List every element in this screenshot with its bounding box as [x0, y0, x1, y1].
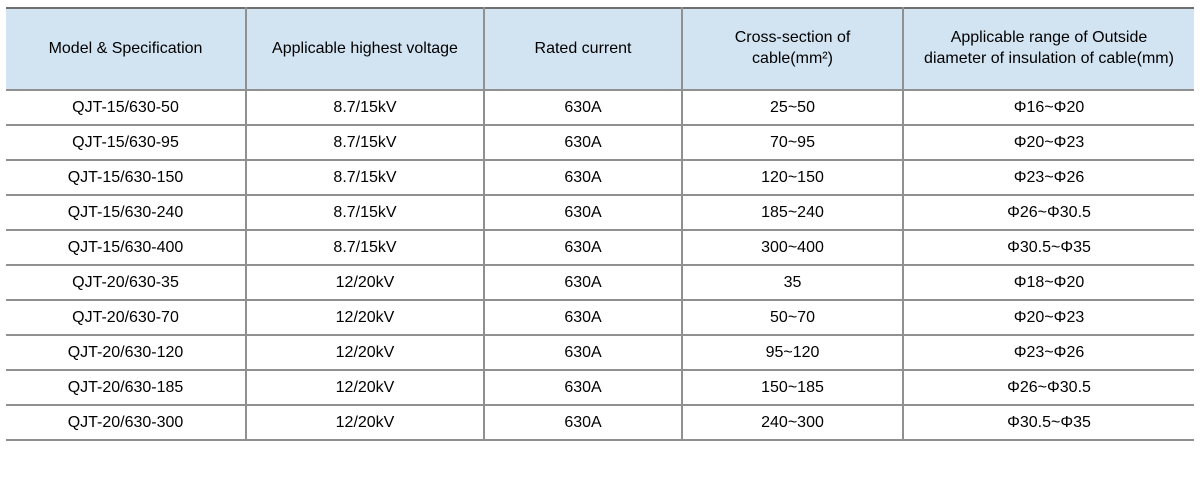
table-cell: 12/20kV [245, 335, 484, 371]
table-cell: Φ30.5~Φ35 [902, 230, 1194, 266]
table-cell: QJT-15/630-240 [6, 195, 246, 231]
table-cell: Φ16~Φ20 [902, 90, 1194, 126]
table-cell: 630A [483, 230, 682, 266]
column-header-cross-section: Cross-section of cable(mm²) [681, 8, 903, 91]
table-row: QJT-15/630-400 8.7/15kV 630A 300~400 Φ30.5~Φ… [6, 230, 1194, 266]
table-row: QJT-20/630-35 12/20kV 630A 35 Φ18~Φ20 [6, 265, 1194, 301]
table-cell: 95~120 [681, 335, 903, 371]
table-cell: QJT-15/630-95 [6, 125, 246, 161]
table-cell: Φ23~Φ26 [902, 335, 1194, 371]
column-header-label: Applicable range of Outside diameter of … [924, 29, 1174, 67]
table-cell: 630A [483, 125, 682, 161]
spec-table: Model & Specification Applicable highest… [6, 7, 1194, 441]
table-cell: 35 [681, 265, 903, 301]
column-header-label: Rated current [534, 39, 632, 57]
spec-table-body: QJT-15/630-50 8.7/15kV 630A 25~50 Φ16~Φ20 QJT… [6, 90, 1194, 441]
table-row: QJT-20/630-185 12/20kV 630A 150~185 Φ26~Φ30.… [6, 370, 1194, 406]
table-cell: QJT-15/630-400 [6, 230, 246, 266]
column-header-voltage: Applicable highest voltage [245, 8, 484, 91]
table-row: QJT-20/630-300 12/20kV 630A 240~300 Φ30.5~Φ3… [6, 405, 1194, 441]
table-cell: Φ20~Φ23 [902, 125, 1194, 161]
table-row: QJT-15/630-50 8.7/15kV 630A 25~50 Φ16~Φ20 [6, 90, 1194, 126]
table-cell: Φ20~Φ23 [902, 300, 1194, 336]
table-cell: QJT-20/630-70 [6, 300, 246, 336]
table-cell: 630A [483, 160, 682, 196]
table-row: QJT-15/630-95 8.7/15kV 630A 70~95 Φ20~Φ23 [6, 125, 1194, 161]
table-cell: 630A [483, 335, 682, 371]
table-cell: 630A [483, 405, 682, 441]
table-cell: 630A [483, 300, 682, 336]
table-cell: 25~50 [681, 90, 903, 126]
table-cell: 8.7/15kV [245, 125, 484, 161]
table-row: QJT-15/630-240 8.7/15kV 630A 185~240 Φ26~Φ30… [6, 195, 1194, 231]
column-header-model: Model & Specification [6, 8, 246, 91]
table-cell: 240~300 [681, 405, 903, 441]
table-cell: 12/20kV [245, 265, 484, 301]
table-cell: 300~400 [681, 230, 903, 266]
table-row: QJT-20/630-70 12/20kV 630A 50~70 Φ20~Φ23 [6, 300, 1194, 336]
table-cell: 8.7/15kV [245, 160, 484, 196]
column-header-rated-current: Rated current [483, 8, 682, 91]
table-cell: 8.7/15kV [245, 230, 484, 266]
table-cell: QJT-15/630-50 [6, 90, 246, 126]
column-header-label: Applicable highest voltage [272, 39, 458, 57]
table-cell: 185~240 [681, 195, 903, 231]
table-cell: Φ26~Φ30.5 [902, 195, 1194, 231]
table-cell: QJT-15/630-150 [6, 160, 246, 196]
table-cell: 8.7/15kV [245, 90, 484, 126]
column-header-label: Model & Specification [48, 39, 203, 57]
table-cell: QJT-20/630-300 [6, 405, 246, 441]
table-cell: 150~185 [681, 370, 903, 406]
table-cell: Φ30.5~Φ35 [902, 405, 1194, 441]
table-cell: Φ23~Φ26 [902, 160, 1194, 196]
table-cell: 12/20kV [245, 370, 484, 406]
table-row: QJT-20/630-120 12/20kV 630A 95~120 Φ23~Φ26 [6, 335, 1194, 371]
table-cell: 630A [483, 90, 682, 126]
spec-table-container: Model & Specification Applicable highest… [6, 7, 1194, 441]
table-cell: 8.7/15kV [245, 195, 484, 231]
table-cell: QJT-20/630-185 [6, 370, 246, 406]
table-row: QJT-15/630-150 8.7/15kV 630A 120~150 Φ23~Φ26 [6, 160, 1194, 196]
table-cell: 50~70 [681, 300, 903, 336]
table-cell: 12/20kV [245, 300, 484, 336]
header-row: Model & Specification Applicable highest… [6, 8, 1194, 91]
column-header-outside-diameter: Applicable range of Outside diameter of … [902, 8, 1194, 91]
column-header-label: Cross-section of cable(mm²) [734, 29, 851, 67]
spec-table-header: Model & Specification Applicable highest… [6, 8, 1194, 91]
table-cell: 12/20kV [245, 405, 484, 441]
table-cell: Φ26~Φ30.5 [902, 370, 1194, 406]
table-cell: QJT-20/630-35 [6, 265, 246, 301]
table-cell: 630A [483, 265, 682, 301]
table-cell: 630A [483, 370, 682, 406]
table-cell: QJT-20/630-120 [6, 335, 246, 371]
table-cell: 70~95 [681, 125, 903, 161]
table-cell: Φ18~Φ20 [902, 265, 1194, 301]
table-cell: 630A [483, 195, 682, 231]
table-cell: 120~150 [681, 160, 903, 196]
